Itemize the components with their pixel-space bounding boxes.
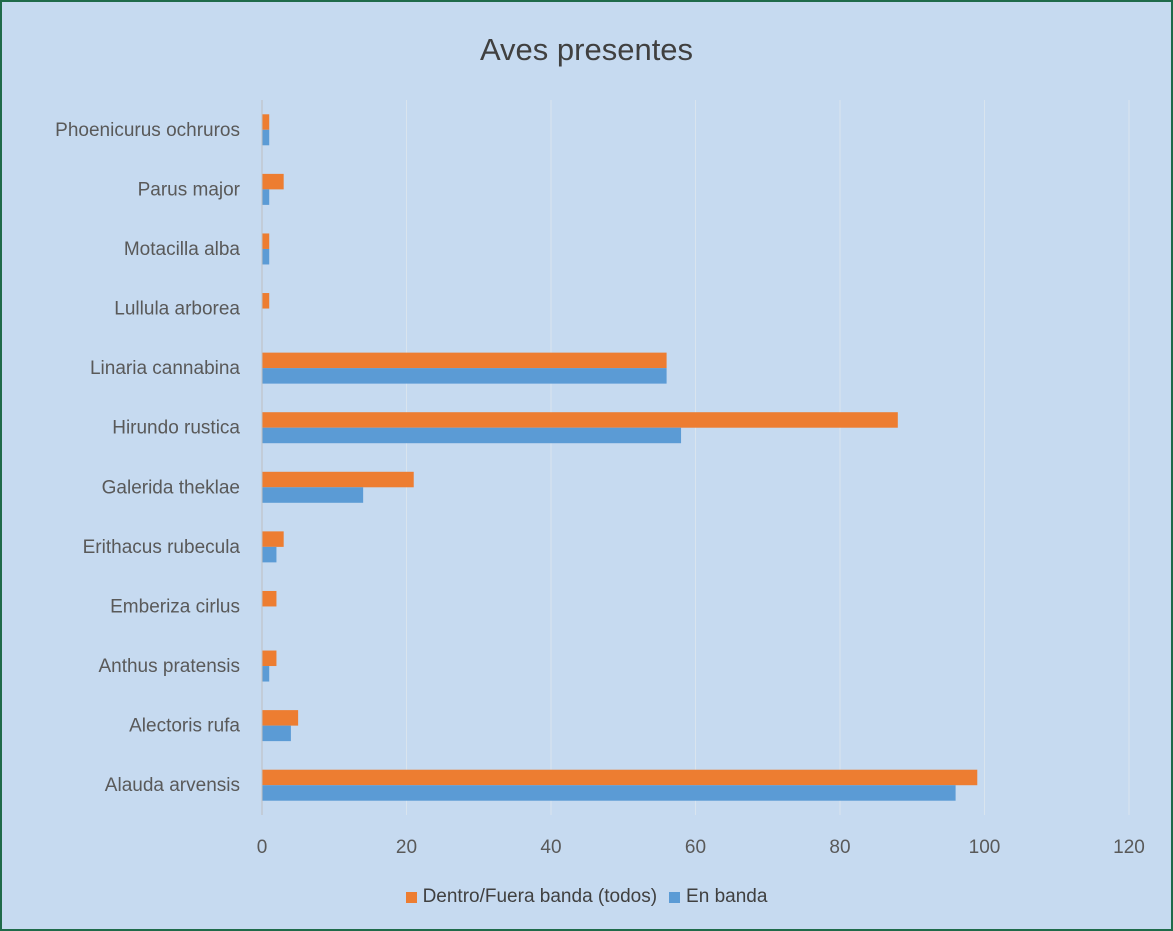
bar-dentro-fuera — [262, 710, 299, 726]
y-tick-label: Phoenicurus ochruros — [55, 120, 240, 141]
bar-en-banda — [262, 129, 270, 146]
x-tick-label: 40 — [540, 837, 561, 858]
y-tick-label: Emberiza cirlus — [110, 596, 240, 617]
y-tick-label: Alauda arvensis — [105, 775, 240, 796]
legend-label-series-1: Dentro/Fuera banda (todos) — [422, 886, 658, 907]
y-tick-label: Motacilla alba — [124, 239, 241, 260]
bar-dentro-fuera — [262, 293, 270, 309]
y-tick-label: Anthus pratensis — [98, 656, 240, 677]
bar-en-banda — [262, 487, 364, 503]
legend-label-series-2: En banda — [686, 886, 768, 907]
legend-swatch-series-1 — [405, 891, 417, 903]
bar-dentro-fuera — [262, 114, 270, 130]
bar-dentro-fuera — [262, 412, 898, 428]
y-tick-label: Linaria cannabina — [90, 358, 240, 379]
bar-dentro-fuera — [262, 590, 277, 607]
bar-en-banda — [262, 368, 667, 384]
bar-dentro-fuera — [262, 471, 414, 488]
legend-item-series-2: En banda — [669, 886, 767, 908]
x-tick-label: 20 — [396, 837, 417, 858]
bar-en-banda — [262, 427, 682, 444]
bar-dentro-fuera — [262, 650, 277, 667]
bar-en-banda — [262, 546, 277, 563]
legend-item-series-1: Dentro/Fuera banda (todos) — [405, 886, 658, 908]
x-tick-label: 100 — [969, 837, 1001, 858]
bar-en-banda — [262, 725, 291, 742]
bar-en-banda — [262, 666, 270, 682]
bar-dentro-fuera — [262, 769, 978, 786]
bar-en-banda — [262, 189, 270, 205]
y-tick-label: Galerida theklae — [102, 477, 240, 498]
y-tick-label: Lullula arborea — [114, 299, 240, 320]
legend: Dentro/Fuera banda (todos) En banda — [2, 886, 1171, 908]
y-tick-label: Erithacus rubecula — [83, 537, 241, 558]
bar-dentro-fuera — [262, 352, 667, 369]
chart-title: Aves presentes — [479, 32, 694, 67]
x-tick-label: 0 — [257, 837, 268, 858]
x-tick-label: 120 — [1113, 837, 1145, 858]
y-tick-label: Hirundo rustica — [112, 418, 240, 439]
y-tick-label: Parus major — [138, 179, 241, 200]
bar-en-banda — [262, 785, 956, 801]
bar-en-banda — [262, 248, 270, 265]
bar-dentro-fuera — [262, 531, 284, 547]
x-tick-label: 80 — [829, 837, 850, 858]
legend-swatch-series-2 — [669, 891, 681, 903]
x-tick-label: 60 — [685, 837, 706, 858]
y-tick-label: Alectoris rufa — [129, 716, 240, 737]
bar-dentro-fuera — [262, 233, 270, 249]
bar-dentro-fuera — [262, 173, 284, 190]
